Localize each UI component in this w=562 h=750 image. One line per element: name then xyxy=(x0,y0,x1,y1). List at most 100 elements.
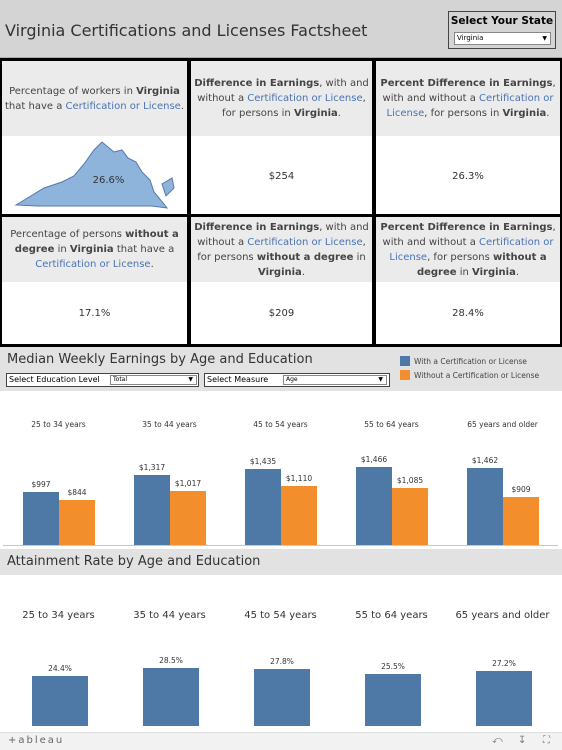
measure-filter: Select Measure Age ▼ xyxy=(204,373,390,387)
age-group-label: 65 years and older xyxy=(467,420,538,429)
bar-without-certification xyxy=(170,491,206,545)
tableau-footer: +ableau ⤺ ↧ ⛶ xyxy=(0,732,562,750)
description-fragment: in xyxy=(353,251,366,263)
bar-value-label: $1,435 xyxy=(249,457,277,466)
bar-attainment-rate xyxy=(32,676,88,726)
factsheet-cell: Difference in Earnings, with and without… xyxy=(191,217,372,344)
state-filter-label: Select Your State xyxy=(450,15,554,27)
age-group-label: 55 to 64 years xyxy=(364,420,419,429)
measure-value: Age xyxy=(286,376,298,383)
description-fragment: Difference in Earnings xyxy=(194,221,320,233)
attainment-section-header: Attainment Rate by Age and Education xyxy=(0,549,562,575)
description-fragment: that have a xyxy=(113,244,175,255)
bar-attainment-rate xyxy=(365,674,421,726)
description-fragment: Virginia xyxy=(472,266,516,278)
age-group-label: 25 to 34 years xyxy=(22,610,95,621)
education-level-label: Select Education Level xyxy=(9,375,100,384)
description-fragment: Certification or License xyxy=(389,236,554,263)
description-fragment: without a degree xyxy=(256,251,354,263)
bar-without-certification xyxy=(392,487,428,545)
bar-value-label: 25.5% xyxy=(381,662,405,672)
tableau-logo[interactable]: +ableau xyxy=(8,735,65,746)
measure-dropdown[interactable]: Age ▼ xyxy=(283,375,387,385)
legend-item-with: With a Certification or License xyxy=(400,356,527,366)
legend-swatch-with xyxy=(400,356,410,366)
state-dropdown-value: Virginia xyxy=(457,34,484,42)
description-fragment: . xyxy=(180,100,185,112)
chevron-down-icon: ▼ xyxy=(188,376,193,383)
description-fragment: Difference in Earnings xyxy=(194,78,320,89)
bar-value-label: 27.2% xyxy=(492,658,516,668)
download-icon[interactable]: ↧ xyxy=(518,735,527,746)
age-group-label: 65 years and older xyxy=(455,610,550,621)
age-group-label: 45 to 54 years xyxy=(253,420,308,429)
bar-with-certification xyxy=(467,467,503,545)
description-fragment: in xyxy=(456,266,473,278)
description-fragment: , with and without a xyxy=(382,78,556,104)
bar-with-certification xyxy=(134,475,170,545)
dashboard-title: Virginia Certifications and Licenses Fac… xyxy=(5,21,368,40)
description-fragment: Certification or License xyxy=(386,93,554,119)
legend-swatch-without xyxy=(400,370,410,380)
fullscreen-icon[interactable]: ⛶ xyxy=(543,735,550,746)
description-fragment: Percent Difference in Earnings xyxy=(380,78,553,89)
dashboard-header: Virginia Certifications and Licenses Fac… xyxy=(0,0,562,58)
description-fragment: without a degree xyxy=(416,251,547,278)
bar-attainment-rate xyxy=(143,668,199,726)
chevron-down-icon: ▼ xyxy=(542,35,547,42)
description-fragment: Certification or License xyxy=(35,259,151,270)
bar-with-certification xyxy=(245,469,281,545)
factsheet-cell-description: Difference in Earnings, with and without… xyxy=(191,217,372,282)
description-fragment: that have a xyxy=(5,100,66,112)
bar-value-label: 27.8% xyxy=(270,657,294,667)
age-group-label: 45 to 54 years xyxy=(244,610,317,621)
bar-value-label: $1,466 xyxy=(360,455,388,465)
measure-label: Select Measure xyxy=(207,375,269,384)
bar-value-label: $997 xyxy=(31,480,51,490)
bar-with-certification xyxy=(23,492,59,545)
bar-value-label: $1,462 xyxy=(471,455,499,465)
description-fragment: Percentage of workers in xyxy=(9,85,137,97)
description-fragment: , for persons xyxy=(427,251,494,263)
description-fragment: Percent Difference in Earnings xyxy=(380,221,553,233)
description-fragment: . xyxy=(515,266,520,278)
state-dropdown[interactable]: Virginia ▼ xyxy=(454,32,551,45)
description-fragment: , with and without a xyxy=(382,221,556,248)
description-fragment: , for persons in xyxy=(222,93,366,119)
age-group-label: 55 to 64 years xyxy=(355,610,428,621)
bar-value-label: $909 xyxy=(511,484,531,494)
description-fragment: Percentage of persons xyxy=(10,229,126,240)
description-fragment: Virginia xyxy=(136,85,180,97)
description-fragment: in xyxy=(54,244,70,255)
bar-without-certification xyxy=(503,496,539,545)
bar-value-label: $1,085 xyxy=(396,475,424,485)
description-fragment: Certification or License xyxy=(65,100,181,112)
description-fragment: , for persons xyxy=(197,236,366,263)
age-group-label: 35 to 44 years xyxy=(133,610,206,621)
state-filter: Select Your State Virginia ▼ xyxy=(448,11,556,49)
age-group-label: 25 to 34 years xyxy=(31,420,86,429)
factsheet-cell: Percent Difference in Earnings, with and… xyxy=(376,217,560,344)
factsheet-cell-description: Percentage of persons without a degree i… xyxy=(2,217,187,282)
description-fragment: , with and without a xyxy=(197,78,369,104)
age-group-label: 35 to 44 years xyxy=(142,420,197,429)
description-fragment: Certification or License xyxy=(247,93,363,104)
description-fragment: , for persons in xyxy=(424,108,503,119)
factsheet-value: $209 xyxy=(268,308,295,319)
education-level-dropdown[interactable]: Total ▼ xyxy=(110,375,197,385)
bar-value-label: $844 xyxy=(67,488,87,498)
factsheet-value: 17.1% xyxy=(78,308,111,319)
factsheet-cell-description: Percent Difference in Earnings, with and… xyxy=(376,61,560,136)
earnings-section-header: Median Weekly Earnings by Age and Educat… xyxy=(0,347,562,391)
bar-value-label: $1,110 xyxy=(285,474,313,484)
bar-without-certification xyxy=(59,500,95,545)
legend-label-without: Without a Certification or License xyxy=(414,370,540,380)
share-icon[interactable]: ⤺ xyxy=(492,735,503,746)
virginia-map xyxy=(14,141,175,209)
factsheet-value: 26.6% xyxy=(92,175,125,186)
description-fragment: without a degree xyxy=(14,229,179,255)
bar-attainment-rate xyxy=(254,669,310,726)
factsheet-cell: Percent Difference in Earnings, with and… xyxy=(376,61,560,214)
description-fragment: Certification or License xyxy=(247,236,363,248)
factsheet-cell-description: Percent Difference in Earnings, with and… xyxy=(376,217,560,282)
